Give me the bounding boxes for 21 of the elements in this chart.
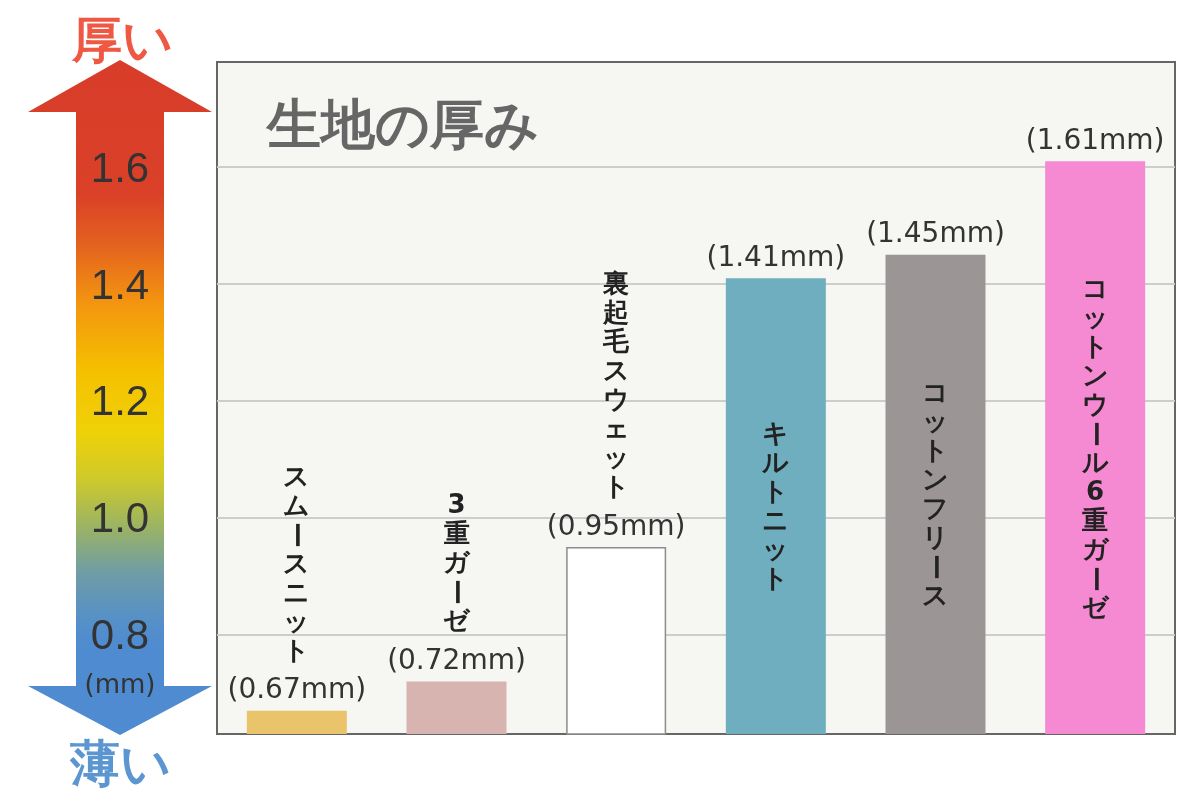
- data-label: (0.72mm): [387, 642, 526, 676]
- y-tick-label: 1.0: [90, 494, 150, 542]
- x-tick-label: スムースニット: [282, 460, 313, 665]
- x-tick-label: 裏起毛スウェット: [602, 268, 630, 501]
- x-tick-label: 3重ガーゼ: [442, 489, 472, 636]
- data-label: (1.61mm): [1025, 122, 1165, 156]
- data-label: (1.45mm): [866, 216, 1005, 250]
- x-tick-label: キルトニット: [762, 418, 790, 594]
- y-tick-label: 1.6: [90, 143, 150, 191]
- category-label: コットンウール6重ガーゼ: [1080, 272, 1111, 622]
- y-tick-label: 1.4: [90, 260, 150, 308]
- text: 薄い: [69, 735, 171, 793]
- x-tick-label: コットンフリース: [921, 377, 951, 611]
- text: 厚い: [71, 11, 173, 69]
- data-label: (0.67mm): [227, 672, 367, 706]
- y-tick-label: 0.8: [90, 611, 150, 659]
- y-axis-title: (mm): [84, 669, 156, 699]
- data-label: (1.41mm): [706, 239, 846, 273]
- y-tick-label: 1.2: [90, 377, 150, 425]
- data-label: (0.95mm): [546, 508, 686, 542]
- text: 生地の厚み: [265, 92, 539, 156]
